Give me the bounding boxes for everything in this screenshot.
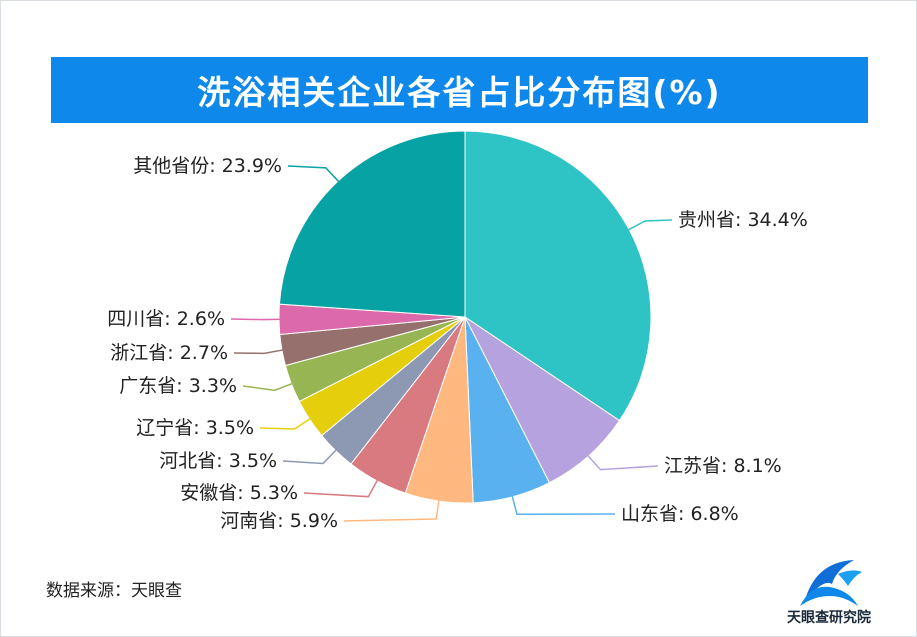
slice-label-3: 山东省: 6.8%	[621, 503, 739, 525]
leader-line-6	[282, 445, 341, 465]
leader-line-8	[242, 380, 298, 392]
slice-label-9: 浙江省: 2.7%	[110, 342, 228, 364]
leader-line-2	[583, 451, 659, 471]
slice-label-1: 贵州省: 34.4%	[678, 209, 808, 231]
slice-label-8: 广东省: 3.3%	[119, 375, 237, 397]
leader-line-7	[259, 415, 315, 430]
leader-line-4	[343, 495, 441, 522]
data-source: 数据来源：天眼查	[46, 581, 182, 601]
slice-label-2: 江苏省: 8.1%	[664, 455, 782, 477]
slice-label-7: 辽宁省: 3.5%	[136, 417, 254, 439]
chart-title: 洗浴相关企业各省占比分布图(%)	[197, 73, 722, 112]
leader-line-10	[230, 318, 286, 321]
logo-icon	[800, 560, 862, 606]
pie-slice-11	[278, 130, 466, 318]
leader-line-9	[233, 348, 289, 355]
logo-text: 天眼查研究院	[787, 610, 871, 626]
leader-line-1	[623, 219, 673, 233]
tianyancha-logo: 天眼查研究院	[774, 552, 884, 632]
slice-label-11: 其他省份: 23.9%	[133, 155, 282, 177]
title-bar: 洗浴相关企业各省占比分布图(%)	[51, 57, 868, 123]
slice-label-10: 四川省: 2.6%	[107, 308, 225, 330]
slice-label-4: 河南省: 5.9%	[220, 510, 338, 532]
slice-label-5: 安徽省: 5.3%	[180, 482, 298, 504]
leader-line-11	[287, 165, 343, 186]
leader-line-3	[510, 490, 616, 516]
leader-line-5	[303, 475, 381, 498]
slice-label-6: 河北省: 3.5%	[159, 450, 277, 472]
